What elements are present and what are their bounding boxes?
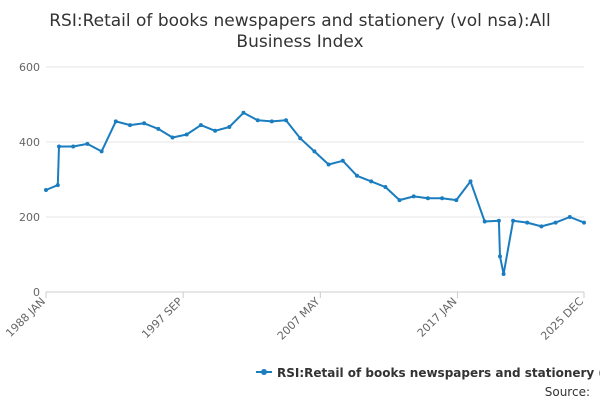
x-tick-label: 1997 SEP [139, 295, 185, 341]
x-tick-label: 2025 DEC [538, 295, 586, 343]
data-point [326, 162, 331, 167]
legend-label: RSI:Retail of books newspapers and stati… [277, 366, 600, 380]
source-label: Source: [545, 385, 590, 399]
data-point [156, 126, 161, 131]
chart-title-line-1: RSI:Retail of books newspapers and stati… [49, 11, 550, 31]
chart-title-line-2: Business Index [236, 32, 363, 52]
data-point [284, 118, 288, 123]
data-point [567, 215, 572, 219]
data-point [227, 125, 232, 129]
data-point [213, 128, 218, 133]
data-point [57, 144, 61, 149]
data-point [468, 179, 473, 184]
data-point [383, 185, 388, 189]
data-point [582, 220, 586, 225]
data-point [340, 158, 345, 163]
data-point [454, 198, 459, 203]
data-point [397, 198, 402, 203]
data-point [184, 132, 189, 137]
data-point [496, 218, 501, 223]
data-point [312, 149, 317, 154]
y-tick-label: 0 [33, 286, 40, 299]
plot-area [44, 110, 586, 276]
data-point [44, 188, 48, 192]
x-axis: 1988 JAN 1997 SEP 2007 MAY 2017 JAN 2025 DEC [3, 292, 586, 343]
data-point [99, 149, 104, 154]
y-tick-label: 200 [19, 211, 40, 224]
data-point [298, 136, 303, 141]
gridlines [46, 66, 584, 293]
data-point [525, 220, 530, 225]
chart-title: RSI:Retail of books newspapers and stati… [49, 11, 550, 52]
data-point [55, 183, 60, 188]
x-tick-label: 2017 JAN [415, 295, 460, 340]
data-point [255, 118, 260, 123]
data-point [170, 135, 175, 140]
legend[interactable]: RSI:Retail of books newspapers and stati… [256, 366, 600, 380]
data-point [241, 110, 246, 115]
data-point [113, 119, 118, 124]
y-tick-label: 400 [19, 136, 40, 149]
data-point [411, 194, 416, 199]
data-point [71, 144, 76, 149]
data-point [511, 218, 516, 223]
data-point [369, 179, 374, 184]
data-point [498, 254, 502, 259]
data-point [85, 141, 90, 146]
data-point [440, 196, 445, 201]
y-axis: 0 200 400 600 [19, 61, 40, 299]
y-tick-label: 600 [19, 61, 40, 74]
data-point [501, 272, 506, 276]
x-tick-label: 2007 MAY [275, 295, 323, 343]
x-tick-label: 1988 JAN [3, 295, 48, 340]
data-point [553, 220, 558, 225]
data-point [269, 119, 274, 124]
data-point [128, 123, 132, 128]
series-line [45, 111, 585, 275]
data-point [198, 123, 203, 128]
data-point [355, 173, 359, 178]
legend-point-marker [261, 369, 267, 375]
data-point [539, 224, 544, 229]
data-point [425, 196, 430, 201]
data-point [142, 121, 147, 126]
data-point [482, 219, 487, 224]
